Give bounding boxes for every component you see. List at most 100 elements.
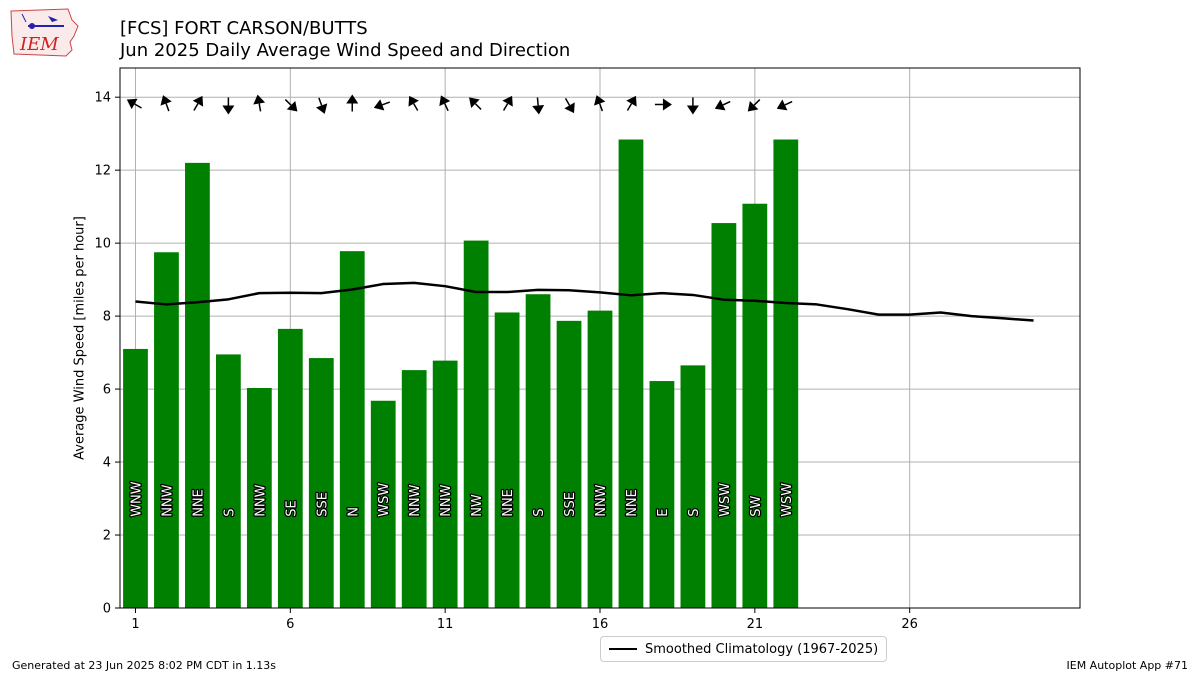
wind-arrow-shaft — [193, 103, 199, 111]
wind-arrow-head — [222, 105, 235, 115]
wind-speed-bar — [649, 381, 675, 608]
direction-label: NNW — [408, 484, 423, 516]
legend-line-swatch — [609, 648, 637, 650]
wind-arrow-head — [662, 98, 672, 111]
generated-note: Generated at 23 Jun 2025 8:02 PM CDT in … — [12, 659, 277, 672]
wind-arrow-head — [126, 98, 138, 110]
wind-speed-bar — [185, 162, 210, 608]
chart-title: [FCS] FORT CARSON/BUTTS — [120, 18, 368, 39]
x-tick-label: 11 — [437, 617, 454, 632]
y-tick-label: 0 — [103, 602, 111, 617]
wind-arrow-head — [253, 94, 266, 105]
wind-arrow-head — [346, 94, 359, 104]
wind-speed-bar — [339, 251, 365, 608]
wind-arrow-shaft — [444, 103, 449, 112]
iem-logo: IEM — [8, 6, 80, 62]
direction-label: WSW — [377, 483, 392, 517]
svg-text:IEM: IEM — [19, 34, 59, 55]
direction-label: NNE — [191, 489, 206, 517]
wind-arrow-head — [502, 95, 513, 107]
direction-label: NNW — [160, 484, 175, 516]
wind-speed-bar — [123, 348, 148, 608]
wind-speed-bar — [773, 139, 799, 608]
app-note: IEM Autoplot App #71 — [1066, 659, 1189, 672]
direction-label: WSW — [780, 483, 795, 517]
direction-label: SSE — [315, 492, 330, 517]
x-tick-label: 16 — [592, 617, 609, 632]
x-tick-label: 1 — [131, 617, 139, 632]
wind-arrow-shaft — [382, 101, 391, 106]
wind-speed-bar — [154, 252, 179, 608]
direction-label: SSE — [563, 492, 578, 517]
wind-speed-bar — [277, 328, 303, 608]
wind-arrow-head — [286, 100, 298, 112]
legend: Smoothed Climatology (1967-2025) — [600, 636, 888, 662]
direction-label: NNW — [439, 484, 454, 516]
wind-arrow-shaft — [753, 99, 761, 106]
x-tick-label: 21 — [747, 617, 764, 632]
wind-arrow-shaft — [626, 103, 633, 111]
wind-speed-bar — [463, 240, 489, 608]
wind-speed-bar — [432, 360, 458, 608]
wind-arrow-head — [439, 95, 451, 107]
wind-arrow-shaft — [413, 103, 419, 111]
wind-arrow-head — [469, 97, 480, 109]
wind-speed-bar — [680, 365, 706, 608]
wind-speed-bar — [246, 387, 272, 608]
y-axis-label: Average Wind Speed [miles per hour] — [72, 216, 88, 460]
direction-label: S — [222, 509, 237, 517]
y-tick-label: 10 — [94, 237, 111, 252]
wind-arrow-head — [315, 103, 328, 114]
wind-arrow-shaft — [284, 99, 292, 106]
wind-arrow-head — [594, 95, 606, 106]
wind-arrow-shaft — [165, 103, 170, 112]
wind-arrow-shaft — [318, 97, 323, 106]
wind-arrow-shaft — [564, 98, 571, 106]
wind-arrow-head — [373, 99, 385, 111]
direction-label: S — [532, 509, 547, 517]
wind-speed-bar — [216, 354, 241, 608]
wind-speed-bar — [401, 370, 427, 608]
direction-label: N — [346, 507, 361, 517]
wind-arrow-shaft — [502, 103, 509, 111]
wind-arrow-shaft — [134, 103, 142, 109]
direction-label: NW — [470, 494, 485, 517]
wind-arrow-head — [747, 100, 759, 112]
y-tick-label: 14 — [94, 91, 111, 106]
y-tick-label: 4 — [103, 456, 111, 471]
direction-label: SW — [749, 496, 764, 517]
x-tick-label: 6 — [286, 617, 294, 632]
y-tick-label: 12 — [94, 164, 111, 179]
wind-speed-bar — [308, 358, 334, 608]
chart-subtitle: Jun 2025 Daily Average Wind Speed and Di… — [120, 40, 571, 61]
direction-label: S — [687, 509, 702, 517]
wind-speed-bar — [711, 223, 737, 608]
wind-speed-bar — [618, 139, 644, 608]
wind-arrow-shaft — [258, 103, 262, 112]
x-tick-label: 26 — [901, 617, 918, 632]
wind-arrow-head — [160, 95, 172, 106]
wind-arrow-head — [564, 102, 575, 114]
direction-label: SE — [284, 500, 299, 516]
wind-arrow-shaft — [598, 103, 604, 112]
wind-arrow-shaft — [474, 103, 482, 110]
wind-arrow-shaft — [536, 97, 539, 106]
direction-label: WNW — [129, 481, 144, 517]
wind-arrow-head — [408, 95, 419, 107]
wind-speed-bar — [742, 203, 768, 608]
y-tick-label: 8 — [103, 310, 111, 325]
direction-label: WSW — [718, 483, 733, 517]
wind-speed-bar — [587, 310, 613, 608]
wind-arrow-head — [192, 95, 204, 107]
wind-speed-bar — [556, 320, 582, 608]
wind-arrow-head — [776, 99, 788, 111]
climatology-line — [135, 281, 1034, 322]
plot-frame — [119, 67, 1081, 609]
wind-arrow-head — [532, 104, 545, 115]
wind-arrow-shaft — [722, 100, 731, 106]
wind-speed-bar — [494, 312, 520, 608]
direction-label: E — [656, 509, 671, 517]
direction-label: NNE — [501, 489, 516, 517]
wind-speed-bar — [525, 294, 551, 608]
